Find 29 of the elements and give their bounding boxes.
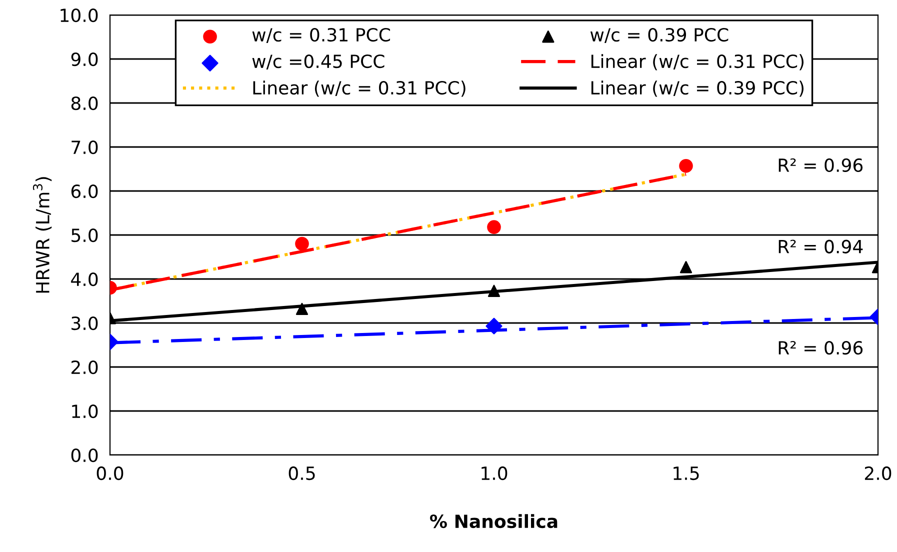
x-tick-label: 1.0: [482, 466, 508, 480]
annotation: R² = 0.94: [778, 240, 863, 254]
point: [487, 220, 501, 234]
legend-label: w/c = 0.31 PCC: [252, 28, 390, 44]
legend-label: Linear (w/c = 0.39 PCC): [591, 80, 804, 97]
annotation: R² = 0.96: [778, 340, 863, 355]
y-tick-label: 3.0: [72, 316, 98, 330]
y-tick-label: 9.0: [71, 52, 98, 66]
y-axis-title: HRWR (L/m$^{3}$): [32, 177, 52, 293]
y-tick-label: 10.0: [60, 8, 98, 22]
legend-label: Linear (w/c = 0.31 PCC): [591, 54, 804, 70]
x-tick-label: 1.5: [674, 466, 699, 480]
y-tick-label: 0.0: [71, 448, 98, 462]
x-tick-label: 0.0: [96, 466, 124, 480]
y-tick-label: 4.0: [71, 272, 98, 286]
y-tick-label: 7.0: [72, 140, 98, 154]
point: [488, 284, 500, 297]
x-tick-label: 0.5: [288, 466, 315, 480]
legend-label: Linear (w/c = 0.31 PCC): [253, 80, 466, 97]
y-tick-label: 8.0: [71, 96, 98, 110]
legend-label: w/c =0.45 PCC: [252, 54, 384, 70]
y-tick-label: 2.0: [72, 360, 98, 374]
annotation: R² = 0.96: [778, 158, 863, 172]
y-tick-label: 6.0: [71, 184, 98, 198]
x-tick-label: 2.0: [864, 466, 892, 480]
y-tick-label: 1.0: [72, 404, 98, 418]
legend-label: w/c = 0.39 PCC: [590, 28, 728, 44]
x-axis-title: % Nanosilica: [430, 514, 558, 528]
y-tick-label: 5.0: [72, 228, 98, 242]
